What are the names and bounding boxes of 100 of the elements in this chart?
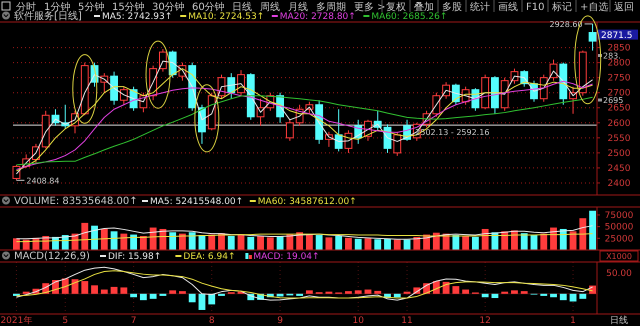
bar — [452, 286, 460, 294]
annotation: 2408.84 — [26, 176, 60, 186]
chart-title: MACD(12,26,9) — [14, 251, 90, 262]
legend-label: DEA: 6.94↑ — [183, 252, 236, 262]
bar — [150, 228, 157, 250]
bar — [394, 240, 401, 250]
bar — [404, 240, 410, 250]
text: 复权 — [386, 1, 406, 13]
bar — [286, 234, 294, 250]
bar — [520, 291, 528, 294]
text: 标记 — [551, 1, 572, 13]
bar — [364, 290, 372, 294]
bar — [72, 279, 78, 294]
bar — [81, 281, 88, 294]
y-tick-label: 2400 — [608, 178, 631, 189]
bar — [130, 234, 138, 250]
text: F10 — [526, 2, 544, 13]
bar — [325, 237, 332, 250]
bar — [188, 294, 196, 302]
chart-title: 软件服务[日线] — [14, 10, 82, 22]
y-tick-label: 2600 — [608, 118, 631, 129]
text: 返回 — [614, 1, 634, 13]
bar — [169, 232, 176, 250]
bar — [179, 234, 186, 250]
y-tick-label: 2500 — [608, 148, 631, 159]
legend-label: MA10: 2724.53↑ — [188, 12, 264, 22]
bar — [306, 234, 313, 250]
bar — [482, 228, 489, 250]
bar — [150, 294, 157, 299]
x-tick-label: 7 — [130, 316, 136, 326]
bar — [110, 231, 118, 250]
bar — [492, 294, 498, 298]
legend-label: MA5: 2742.93↑ — [102, 12, 172, 22]
bar — [579, 294, 586, 299]
y-tick-label: 25000 — [604, 234, 634, 244]
text: 15分钟 — [112, 1, 145, 13]
bar — [364, 238, 372, 250]
y-tick-label: 2750 — [608, 74, 631, 84]
y-tick-label: 2450 — [608, 164, 631, 174]
bar — [100, 290, 108, 294]
text: 统计 — [470, 1, 490, 13]
x-tick-label: 12 — [479, 316, 491, 326]
line-series — [16, 95, 594, 166]
bar — [560, 294, 567, 300]
text: 2695 — [603, 96, 624, 105]
y-tick-label: 2650 — [608, 104, 631, 114]
text: 30分钟 — [152, 1, 185, 13]
line-series — [16, 225, 594, 240]
bar — [452, 235, 460, 250]
line-series — [16, 233, 594, 242]
x-tick-label: 8 — [208, 316, 215, 326]
bar — [91, 285, 98, 294]
chart-title: VOLUME: 83535648.00↑ — [14, 196, 138, 207]
y-tick-label: 2850 — [608, 44, 631, 54]
x-tick-label: 9 — [277, 316, 284, 326]
y-tick-label: 50000 — [604, 222, 634, 233]
text: 50.00 — [606, 269, 632, 279]
x-tick-label: 5 — [62, 316, 68, 326]
y-tick-label: 2800 — [608, 58, 631, 69]
bar — [570, 231, 576, 250]
text: 分时 — [16, 1, 36, 13]
bar — [570, 294, 576, 302]
bar — [345, 238, 352, 250]
text: 画线 — [498, 1, 518, 13]
bar — [345, 291, 352, 294]
bar — [140, 294, 147, 300]
legend-label: MA5: 52415548.00↑ — [150, 197, 244, 207]
bar — [179, 291, 186, 294]
text: 多股 — [442, 1, 462, 13]
bar — [247, 236, 254, 250]
bar — [266, 237, 274, 250]
text: 日线 — [232, 1, 252, 13]
bar — [442, 282, 450, 294]
bar — [140, 236, 147, 250]
bar — [462, 290, 470, 294]
text: 周线 — [260, 1, 280, 13]
bar — [306, 290, 313, 294]
legend-label: MA20: 2728.80↑ — [280, 12, 356, 22]
bar — [354, 290, 362, 294]
bar — [589, 210, 596, 250]
bar — [238, 235, 244, 250]
text: 283. — [603, 52, 621, 60]
x-tick-label: 1 — [570, 316, 576, 326]
bar — [228, 236, 235, 250]
bar — [276, 294, 284, 296]
x-tick-label: 11 — [401, 316, 413, 326]
y-tick-label: 75000 — [604, 210, 634, 221]
bar — [120, 234, 128, 250]
bar — [110, 286, 118, 294]
legend-label: MA60: 34587612.00↑ — [258, 197, 357, 207]
text: 2871.5 — [601, 31, 632, 42]
y-tick-label: 2550 — [608, 134, 631, 144]
bar — [276, 236, 284, 250]
bar — [169, 290, 176, 294]
bar — [316, 235, 323, 250]
bar — [335, 236, 342, 250]
x-tick-label: 2021年 — [0, 315, 32, 326]
bar — [120, 287, 128, 294]
text: 日线 — [610, 315, 628, 326]
bar — [530, 235, 538, 250]
